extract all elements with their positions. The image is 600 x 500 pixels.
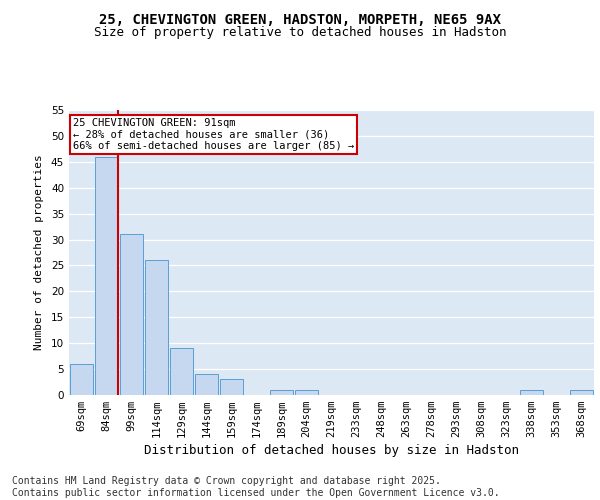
Text: 25 CHEVINGTON GREEN: 91sqm
← 28% of detached houses are smaller (36)
66% of semi: 25 CHEVINGTON GREEN: 91sqm ← 28% of deta… <box>73 118 354 151</box>
Text: Contains HM Land Registry data © Crown copyright and database right 2025.
Contai: Contains HM Land Registry data © Crown c… <box>12 476 500 498</box>
Bar <box>194 374 218 395</box>
Bar <box>520 390 544 395</box>
Bar <box>70 364 94 395</box>
Bar <box>145 260 169 395</box>
X-axis label: Distribution of detached houses by size in Hadston: Distribution of detached houses by size … <box>144 444 519 458</box>
Bar <box>95 156 118 395</box>
Bar <box>269 390 293 395</box>
Text: 25, CHEVINGTON GREEN, HADSTON, MORPETH, NE65 9AX: 25, CHEVINGTON GREEN, HADSTON, MORPETH, … <box>99 12 501 26</box>
Text: Size of property relative to detached houses in Hadston: Size of property relative to detached ho… <box>94 26 506 39</box>
Y-axis label: Number of detached properties: Number of detached properties <box>34 154 44 350</box>
Bar <box>119 234 143 395</box>
Bar <box>170 348 193 395</box>
Bar <box>220 380 244 395</box>
Bar <box>295 390 319 395</box>
Bar <box>569 390 593 395</box>
